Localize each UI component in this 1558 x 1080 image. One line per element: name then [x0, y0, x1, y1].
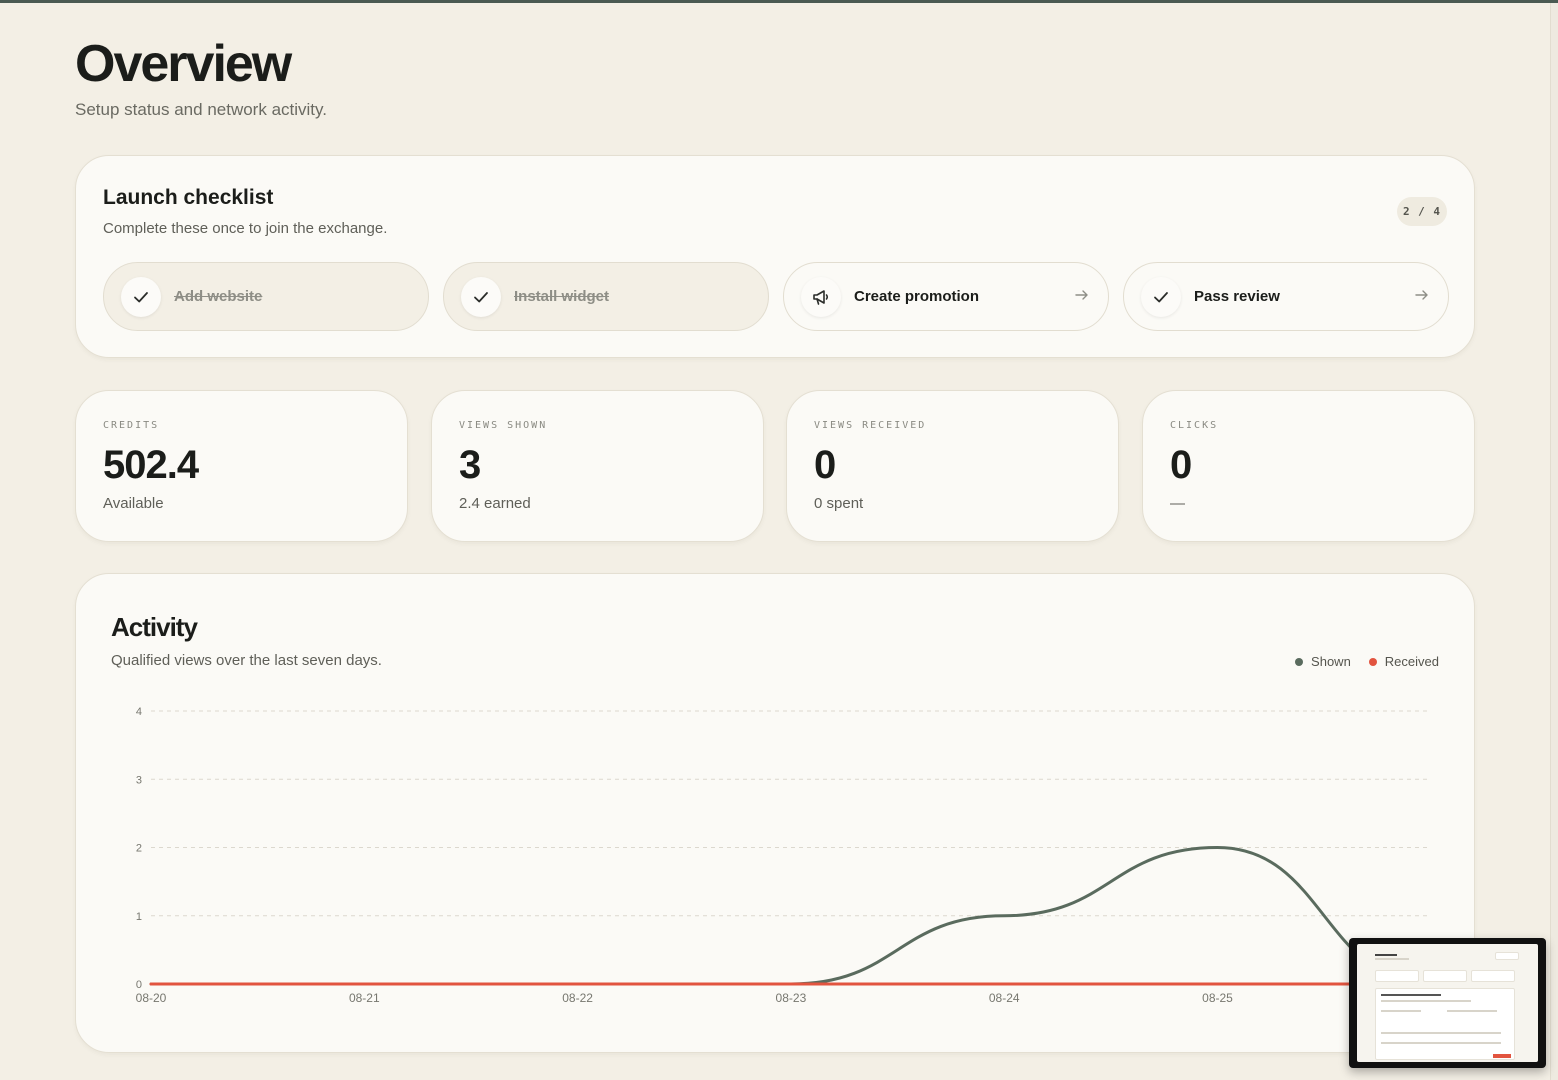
- stat-value: 502.4: [103, 443, 199, 487]
- stat-sub: 0 spent: [814, 495, 864, 512]
- legend-label: Received: [1384, 654, 1439, 669]
- thumb-box: [1471, 970, 1515, 982]
- window-thumbnail-preview[interactable]: [1349, 938, 1546, 1068]
- y-tick-label: 1: [136, 911, 142, 923]
- step-add-website[interactable]: Add website: [103, 262, 429, 331]
- stat-value: 0: [814, 443, 836, 487]
- thumb-line: [1375, 954, 1397, 956]
- x-tick-label: 08-24: [989, 991, 1020, 1005]
- y-tick-label: 4: [136, 706, 142, 718]
- step-label: Install widget: [514, 288, 610, 305]
- x-tick-label: 08-23: [776, 991, 807, 1005]
- checklist-title: Launch checklist: [103, 186, 274, 209]
- arrow-right-icon: [1414, 287, 1430, 308]
- thumb-box: [1423, 970, 1467, 982]
- legend-item-received: Received: [1368, 654, 1439, 669]
- thumb-line: [1381, 1000, 1471, 1002]
- activity-card: 0 1 2 3 4 08-20 08-21 08-22 08-23 08-24 08-25 Act…: [75, 573, 1475, 1053]
- thumb-line: [1381, 1010, 1421, 1012]
- thumbnail-content: [1357, 944, 1538, 1062]
- legend-dot-received: [1368, 657, 1377, 666]
- stat-value: 0: [1170, 443, 1192, 487]
- arrow-right-icon: [1074, 287, 1090, 308]
- stat-sub: 2.4 earned: [459, 495, 531, 512]
- checklist-subtitle: Complete these once to join the exchange…: [103, 220, 388, 237]
- legend-dot-shown: [1295, 657, 1304, 666]
- step-label: Pass review: [1194, 288, 1280, 305]
- thumb-line: [1381, 1042, 1501, 1044]
- thumb-box: [1375, 988, 1515, 1060]
- checklist-steps: Add website Install widget Create promot…: [103, 262, 1449, 331]
- thumb-line: [1447, 1010, 1497, 1012]
- stat-card-clicks: CLICKS 0 —: [1142, 390, 1475, 542]
- thumb-box: [1375, 970, 1419, 982]
- stat-label: VIEWS SHOWN: [459, 420, 548, 431]
- y-tick-label: 0: [136, 979, 142, 991]
- stat-card-views-received: VIEWS RECEIVED 0 0 spent: [786, 390, 1119, 542]
- step-install-widget[interactable]: Install widget: [443, 262, 769, 331]
- stat-label: CREDITS: [103, 420, 160, 431]
- legend-item-shown: Shown: [1295, 654, 1351, 669]
- thumb-line: [1381, 994, 1441, 996]
- megaphone-icon: [801, 276, 841, 317]
- launch-checklist-card: Launch checklist Complete these once to …: [75, 155, 1475, 358]
- check-icon: [1141, 276, 1181, 317]
- thumb-line: [1381, 1032, 1501, 1034]
- page-subtitle: Setup status and network activity.: [75, 100, 327, 119]
- step-pass-review[interactable]: Pass review: [1123, 262, 1449, 331]
- thumb-box: [1495, 952, 1519, 960]
- scrollbar-track[interactable]: [1550, 3, 1558, 1080]
- activity-subtitle: Qualified views over the last seven days…: [111, 652, 382, 669]
- checklist-progress-badge: 2 / 4: [1397, 197, 1447, 226]
- stat-card-views-shown: VIEWS SHOWN 3 2.4 earned: [431, 390, 764, 542]
- stat-card-credits: CREDITS 502.4 Available: [75, 390, 408, 542]
- check-icon: [121, 276, 161, 317]
- window-top-border: [0, 0, 1558, 3]
- step-label: Create promotion: [854, 288, 980, 305]
- activity-title: Activity: [111, 612, 198, 642]
- stat-label: VIEWS RECEIVED: [814, 420, 927, 431]
- y-tick-label: 3: [136, 774, 142, 786]
- chart-legend: Shown Received: [1295, 654, 1439, 669]
- thumb-line: [1493, 1054, 1511, 1058]
- activity-chart: 0 1 2 3 4 08-20 08-21 08-22 08-23 08-24 08-25: [136, 706, 1433, 1005]
- stat-label: CLICKS: [1170, 420, 1219, 431]
- stat-sub: Available: [103, 495, 164, 512]
- x-tick-label: 08-20: [136, 991, 167, 1005]
- x-tick-label: 08-21: [349, 991, 380, 1005]
- series-line-shown: [149, 845, 1433, 986]
- stat-value: 3: [459, 443, 481, 487]
- page-title: Overview: [75, 35, 292, 93]
- step-label: Add website: [174, 288, 263, 305]
- thumb-line: [1375, 958, 1409, 960]
- stat-sub: —: [1170, 495, 1185, 512]
- check-icon: [461, 276, 501, 317]
- legend-label: Shown: [1311, 654, 1351, 669]
- step-create-promotion[interactable]: Create promotion: [783, 262, 1109, 331]
- x-tick-label: 08-25: [1202, 991, 1233, 1005]
- y-tick-label: 2: [136, 843, 142, 855]
- x-tick-label: 08-22: [562, 991, 593, 1005]
